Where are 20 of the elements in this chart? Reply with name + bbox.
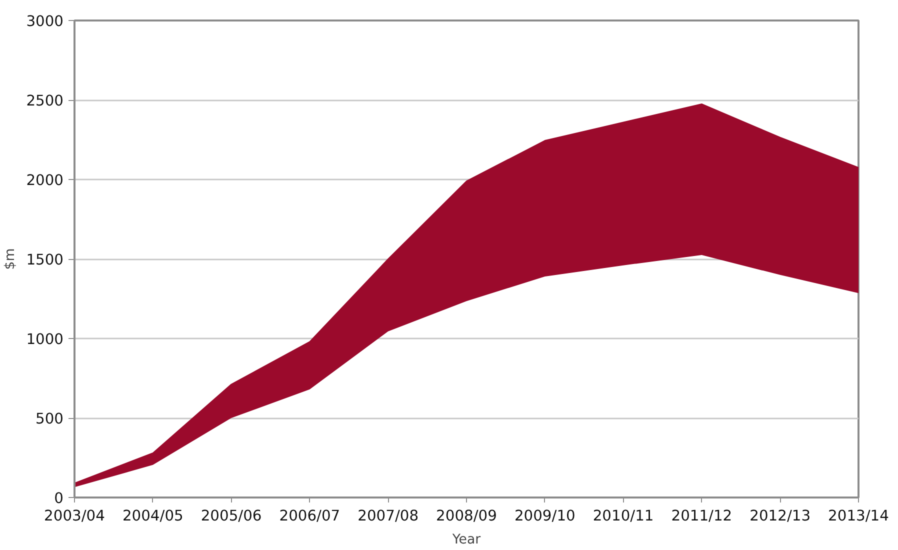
y-tick-label: 1500: [26, 252, 64, 268]
y-tick-label: 3000: [26, 13, 64, 30]
y-tick-label: 500: [36, 410, 64, 428]
x-tick-label: 2006/07: [279, 508, 340, 524]
x-tick-label: 2004/05: [122, 508, 184, 524]
y-tick-label: 2000: [26, 172, 64, 189]
x-tick-label: 2005/06: [200, 508, 262, 524]
x-tick-label: 2008/09: [436, 508, 497, 524]
x-tick-label: 2007/08: [358, 508, 419, 524]
x-tick-label: 2011/12: [671, 508, 732, 524]
x-tick-label: 2003/04: [44, 508, 105, 524]
x-tick-label: 2012/13: [750, 508, 811, 524]
x-axis-title: Year: [451, 532, 482, 548]
x-tick-label: 2013/14: [828, 508, 889, 524]
x-tick-label: 2009/10: [514, 508, 576, 524]
x-tick-label: 2010/11: [592, 508, 654, 524]
y-tick-label: 2500: [26, 92, 64, 110]
y-tick-label: 1000: [26, 331, 64, 348]
y-tick-label: 0: [54, 490, 64, 507]
y-axis-title: $m: [3, 248, 18, 270]
